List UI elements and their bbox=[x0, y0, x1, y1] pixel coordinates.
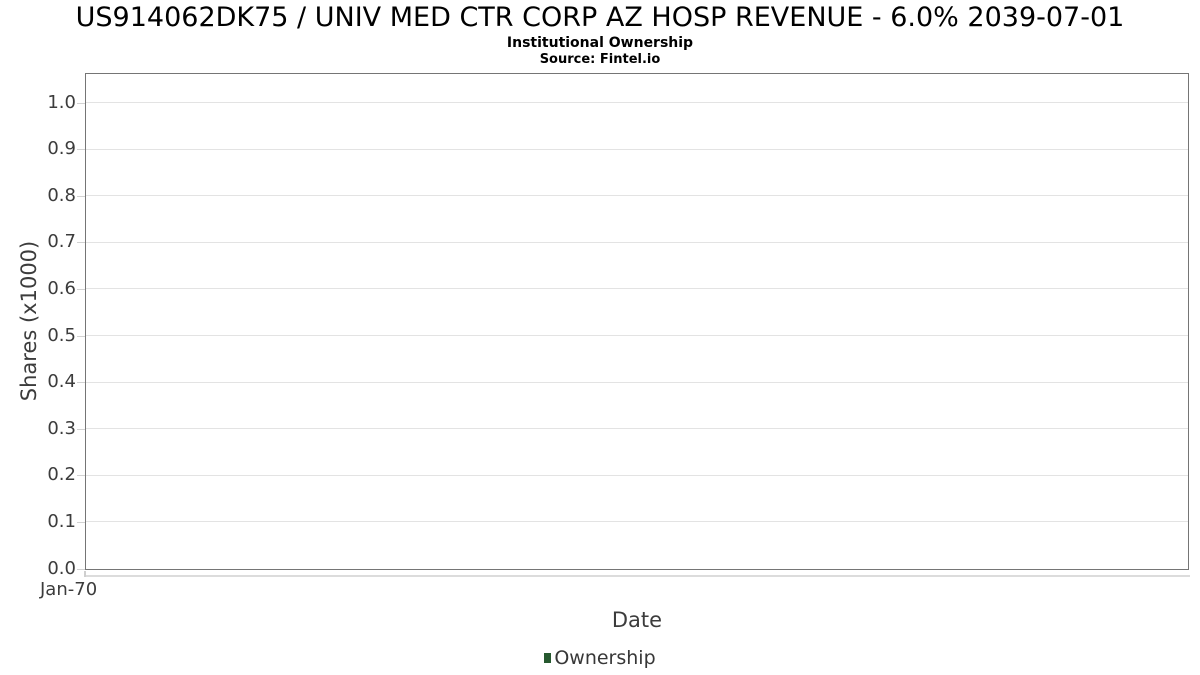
chart-title: US914062DK75 / UNIV MED CTR CORP AZ HOSP… bbox=[75, 2, 1125, 33]
y-tick-mark bbox=[77, 102, 85, 104]
y-tick-mark bbox=[77, 382, 85, 384]
plot-area bbox=[85, 73, 1189, 570]
chart-subtitle: Institutional Ownership bbox=[506, 35, 694, 51]
y-tick-mark bbox=[77, 195, 85, 197]
y-tick-label: 0.9 bbox=[47, 138, 76, 160]
y-tick-label: 0.6 bbox=[47, 277, 76, 299]
y-axis-label: Shares (x1000) bbox=[17, 240, 41, 402]
x-axis-tick-label: Jan-70 bbox=[40, 579, 98, 600]
y-tick-label: 1.0 bbox=[47, 91, 76, 113]
x-axis-label: Date bbox=[611, 608, 663, 632]
y-tick-label: 0.7 bbox=[47, 231, 76, 253]
y-gridline bbox=[86, 241, 1188, 243]
x-axis-tick-mark bbox=[84, 571, 86, 577]
y-tick-label: 0.2 bbox=[47, 464, 76, 486]
y-gridline bbox=[86, 521, 1188, 523]
y-tick-mark bbox=[77, 242, 85, 244]
y-tick-label: 0.1 bbox=[47, 510, 76, 532]
y-tick-label: 0.4 bbox=[47, 371, 76, 393]
y-tick-mark bbox=[77, 335, 85, 337]
legend-ownership-label: Ownership bbox=[554, 647, 656, 669]
y-gridline bbox=[86, 474, 1188, 476]
y-gridline bbox=[86, 335, 1188, 336]
y-gridline bbox=[86, 102, 1188, 103]
y-tick-label: 0.5 bbox=[47, 324, 76, 346]
y-gridline bbox=[86, 381, 1188, 383]
y-tick-mark bbox=[77, 521, 85, 523]
y-tick-label: 0.8 bbox=[47, 184, 76, 206]
y-gridline bbox=[86, 428, 1188, 430]
y-tick-mark bbox=[77, 149, 85, 151]
y-tick-label: 0.0 bbox=[47, 557, 76, 579]
y-tick-mark bbox=[77, 568, 85, 570]
chart-source-label: Source: Fintel.io bbox=[539, 52, 661, 67]
legend-ownership-swatch bbox=[544, 653, 552, 663]
x-axis-line bbox=[84, 575, 1190, 577]
y-tick-mark bbox=[77, 428, 85, 430]
legend: Ownership bbox=[0, 645, 1200, 671]
y-gridline bbox=[86, 288, 1188, 290]
y-tick-label: 0.3 bbox=[47, 417, 76, 439]
y-gridline bbox=[86, 148, 1188, 150]
y-gridline bbox=[86, 195, 1188, 197]
y-tick-mark bbox=[77, 475, 85, 477]
y-tick-mark bbox=[77, 288, 85, 290]
